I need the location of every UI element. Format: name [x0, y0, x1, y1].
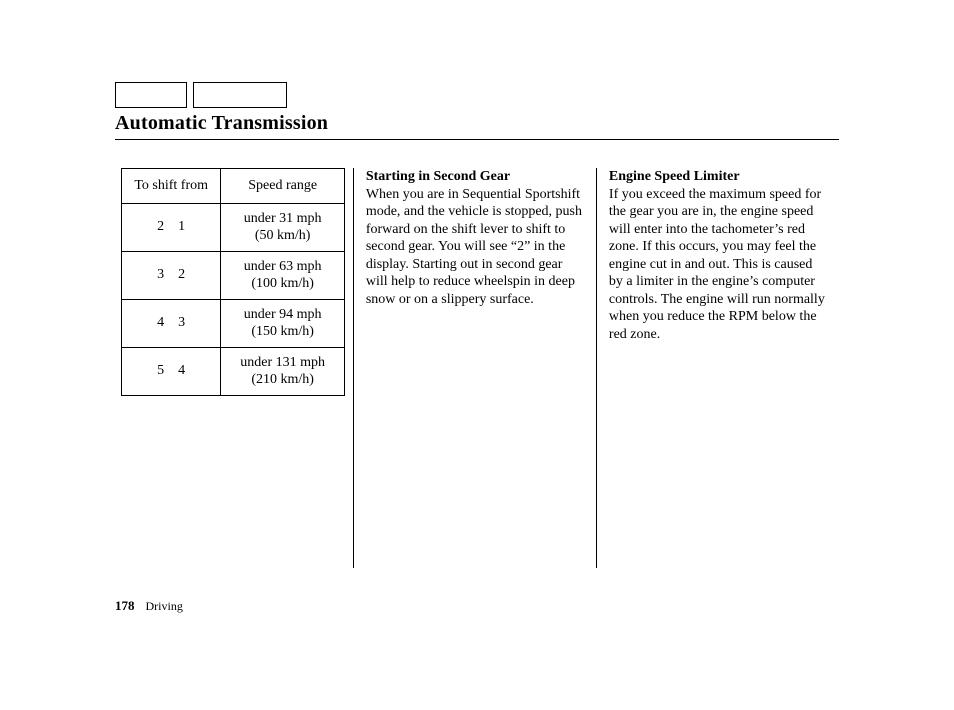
speed-main: under 94 mph — [244, 307, 322, 322]
shift-speed-table: To shift from Speed range 21 under 31 mp… — [121, 168, 345, 396]
speed-sub: (50 km/h) — [227, 227, 338, 245]
speed-main: under 31 mph — [244, 211, 322, 226]
column-shift-table: To shift from Speed range 21 under 31 mp… — [115, 168, 353, 568]
cell-speed: under 31 mph (50 km/h) — [221, 203, 345, 251]
th-shift-from: To shift from — [122, 169, 221, 204]
gear-to: 1 — [178, 219, 185, 234]
table-row: 32 under 63 mph (100 km/h) — [122, 251, 345, 299]
speed-main: under 63 mph — [244, 259, 322, 274]
gear-to: 4 — [178, 363, 185, 378]
header-box-small — [115, 82, 187, 108]
manual-page: Automatic Transmission To shift from Spe… — [0, 0, 954, 710]
section-label: Driving — [146, 599, 183, 613]
header-placeholder-boxes — [115, 82, 839, 108]
body-speed-limiter: If you exceed the maximum speed for the … — [609, 187, 825, 342]
gear-from: 5 — [157, 363, 164, 378]
speed-sub: (210 km/h) — [227, 371, 338, 389]
page-number: 178 — [115, 598, 135, 613]
cell-speed: under 63 mph (100 km/h) — [221, 251, 345, 299]
page-footer: 178 Driving — [115, 598, 183, 614]
gear-from: 2 — [157, 219, 164, 234]
body-second-gear: When you are in Sequential Sportshift mo… — [366, 187, 582, 307]
column-speed-limiter: Engine Speed Limiter If you exceed the m… — [597, 168, 839, 568]
cell-speed: under 94 mph (150 km/h) — [221, 299, 345, 347]
heading-second-gear: Starting in Second Gear — [366, 169, 510, 184]
cell-shift: 32 — [122, 251, 221, 299]
table-row: 54 under 131 mph (210 km/h) — [122, 347, 345, 395]
cell-shift: 54 — [122, 347, 221, 395]
table-header-row: To shift from Speed range — [122, 169, 345, 204]
gear-from: 4 — [157, 315, 164, 330]
header-box-large — [193, 82, 287, 108]
content-columns: To shift from Speed range 21 under 31 mp… — [115, 168, 839, 568]
table-row: 43 under 94 mph (150 km/h) — [122, 299, 345, 347]
gear-to: 2 — [178, 267, 185, 282]
gear-from: 3 — [157, 267, 164, 282]
cell-speed: under 131 mph (210 km/h) — [221, 347, 345, 395]
page-title: Automatic Transmission — [115, 112, 839, 140]
speed-main: under 131 mph — [240, 355, 325, 370]
column-second-gear: Starting in Second Gear When you are in … — [354, 168, 596, 568]
table-row: 21 under 31 mph (50 km/h) — [122, 203, 345, 251]
cell-shift: 21 — [122, 203, 221, 251]
speed-sub: (100 km/h) — [227, 275, 338, 293]
th-speed-range: Speed range — [221, 169, 345, 204]
cell-shift: 43 — [122, 299, 221, 347]
heading-speed-limiter: Engine Speed Limiter — [609, 169, 740, 184]
speed-sub: (150 km/h) — [227, 323, 338, 341]
gear-to: 3 — [178, 315, 185, 330]
